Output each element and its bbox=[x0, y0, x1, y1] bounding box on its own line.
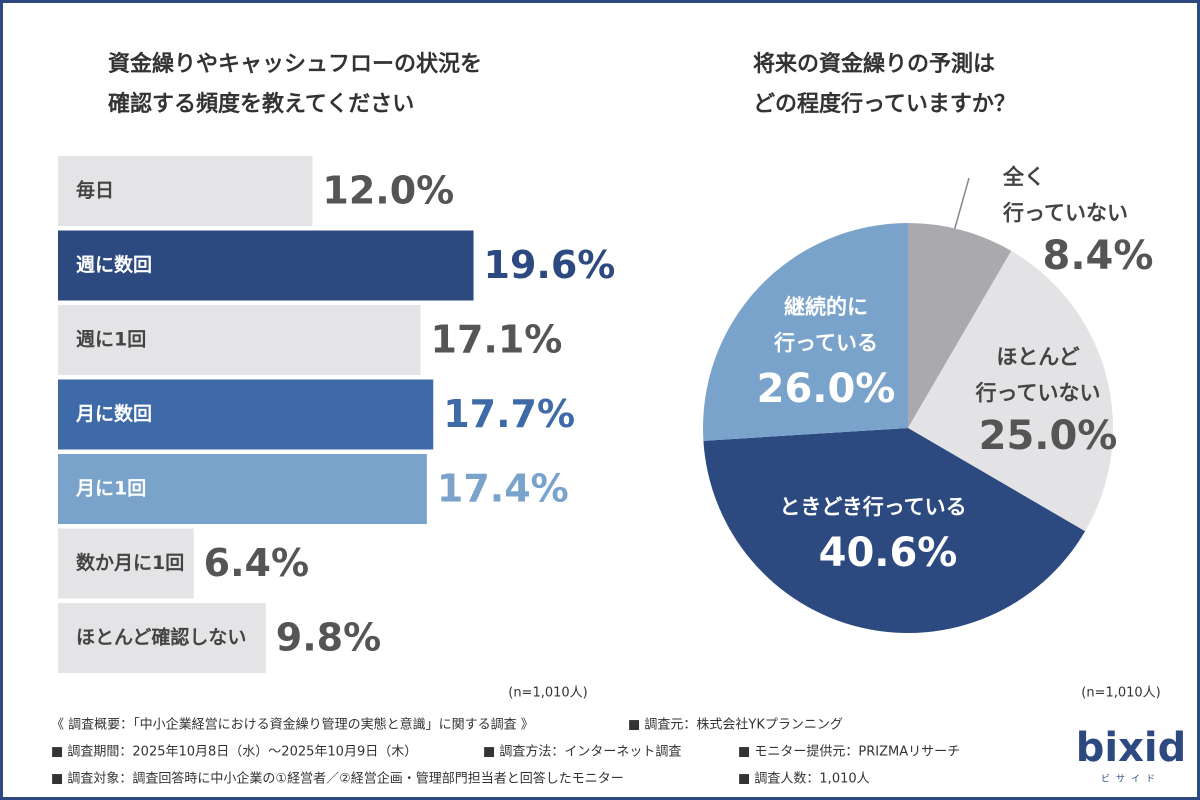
chart-title: 将来の資金繰りの予測は bbox=[753, 51, 995, 77]
category-label: 月に1回 bbox=[75, 478, 146, 500]
slice-value: 8.4% bbox=[1043, 233, 1154, 279]
bar bbox=[58, 156, 313, 226]
pie-slice bbox=[908, 223, 1012, 428]
slice-label: ときどき行っている bbox=[779, 495, 966, 519]
value-label: 9.8% bbox=[276, 616, 381, 660]
slice-label: 全く行っていない bbox=[1002, 165, 1128, 225]
value-label: 19.6% bbox=[484, 243, 616, 287]
chart-title: 確認する頻度を教えてください bbox=[108, 91, 414, 117]
category-label: 週に数回 bbox=[76, 253, 152, 276]
chart-title: 資金繰りやキャッシュフローの状況を bbox=[108, 51, 482, 77]
footer-text: ■ 調査元：株式会社YKプランニング bbox=[628, 717, 843, 733]
slice-value: 40.6% bbox=[819, 530, 958, 576]
bar bbox=[58, 603, 266, 673]
category-label: 数か月に1回 bbox=[76, 551, 184, 574]
bar bbox=[58, 454, 427, 524]
slice-label: 継続的に行っている bbox=[773, 295, 878, 355]
note: (n=1,010人) bbox=[508, 686, 588, 701]
leader-line bbox=[952, 177, 970, 236]
pie-slice bbox=[703, 223, 908, 441]
infographic: bixid ビサイド 資金繰りやキャッシュフローの状況を確認する頻度を教えてくだ… bbox=[51, 51, 1187, 787]
bar bbox=[58, 230, 474, 301]
bar bbox=[58, 528, 194, 599]
category-label: 月に数回 bbox=[75, 402, 152, 425]
value-label: 6.4% bbox=[204, 541, 309, 585]
bar bbox=[58, 379, 434, 450]
chart-title: どの程度行っていますか？ bbox=[753, 91, 1016, 117]
value-label: 17.4% bbox=[437, 467, 569, 511]
slice-value: 25.0% bbox=[979, 413, 1118, 459]
slice-label: ほとんど行っていない bbox=[975, 345, 1101, 405]
logo: bixid bbox=[1076, 725, 1187, 771]
note: (n=1,010人) bbox=[1081, 686, 1161, 701]
value-label: 17.1% bbox=[431, 318, 563, 362]
footer-text: 《 調査概要：「中小企業経営における資金繰り管理の実態と意識」に関する調査 》 bbox=[51, 717, 534, 733]
pie-slice bbox=[908, 250, 1113, 532]
bar bbox=[58, 305, 421, 375]
category-label: ほとんど確認しない bbox=[76, 626, 246, 649]
footer-text: ■ 調査期間：2025年10月8日（水）～2025年10月9日（木） bbox=[51, 745, 417, 760]
logo-sub: ビサイド bbox=[1101, 774, 1161, 785]
pie-slice bbox=[703, 428, 1086, 633]
category-label: 毎日 bbox=[76, 179, 114, 202]
footer-text: ■ 調査対象：調査回答時に中小企業の①経営者／②経営企画・管理部門担当者と回答し… bbox=[51, 771, 624, 787]
value-label: 17.7% bbox=[443, 392, 575, 436]
footer-text: ■ 調査人数：1,010人 bbox=[738, 772, 870, 787]
value-label: 12.0% bbox=[322, 169, 454, 213]
slice-value: 26.0% bbox=[757, 366, 896, 412]
footer-text: ■ モニター提供元：PRIZMAリサーチ bbox=[738, 744, 960, 760]
category-label: 週に1回 bbox=[76, 329, 146, 351]
footer-text: ■ 調査方法：インターネット調査 bbox=[483, 744, 681, 760]
